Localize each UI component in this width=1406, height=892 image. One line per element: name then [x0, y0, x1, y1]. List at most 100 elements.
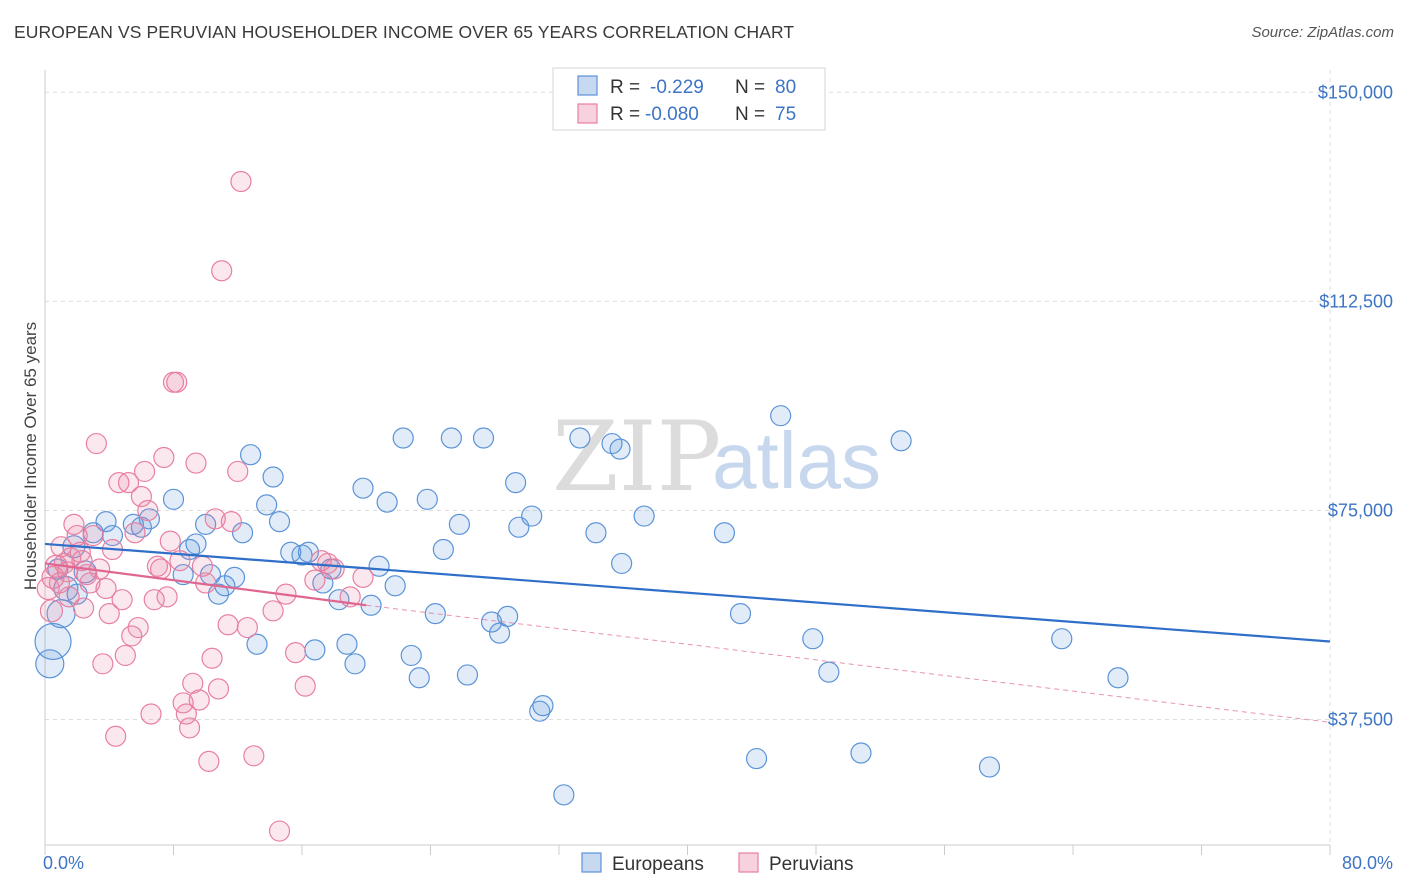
axes	[44, 70, 1331, 855]
europeans-point-9	[122, 513, 144, 536]
peruvians-point-30	[130, 485, 152, 508]
peruvians-point-31	[133, 460, 156, 483]
y-axis-label: Householder Income Over 65 years	[21, 322, 40, 590]
peruvians-point-38	[156, 586, 178, 608]
y-tick-label-3: $150,000	[1318, 82, 1393, 102]
legend-r-value-europeans: -0.229	[650, 77, 704, 98]
peruvians-point-16	[85, 432, 108, 455]
peruvians-point-41	[166, 371, 188, 393]
europeans-point-61	[585, 522, 607, 544]
peruvians-point-36	[150, 558, 172, 580]
bottom-legend-swatch-europeans	[581, 852, 602, 873]
peruvians-point-67	[304, 569, 326, 591]
europeans-point-50	[472, 427, 495, 449]
peruvians-point-56	[217, 614, 239, 636]
peruvians-point-15	[82, 524, 104, 547]
peruvians-point-44	[175, 703, 197, 725]
peruvians-point-22	[105, 725, 127, 747]
europeans-point-39	[376, 491, 398, 513]
europeans-point-68	[745, 747, 768, 770]
legend-n-value-peruvians: 75	[775, 104, 796, 125]
correlation-legend: R = -0.229 N = 80 R = -0.080 N = 75	[552, 67, 826, 131]
europeans-point-38	[368, 555, 390, 577]
peruvians-point-29	[127, 616, 149, 639]
peruvians-point-51	[198, 750, 220, 772]
europeans-point-53	[497, 605, 519, 628]
peruvians-point-32	[137, 499, 159, 522]
watermark-zip: ZIP	[552, 401, 721, 513]
peruvians-point-60	[236, 616, 258, 639]
trend-lines	[44, 542, 1331, 723]
europeans-point-58	[532, 695, 554, 717]
x-tick-label-0: 0.0%	[43, 853, 84, 873]
europeans-point-13	[172, 563, 194, 586]
peruvians-point-72	[352, 566, 374, 588]
series-legend: Europeans Peruvians	[581, 852, 854, 875]
legend-n-value-europeans: 80	[775, 77, 796, 98]
peruvians-point-28	[124, 522, 146, 544]
europeans-point-36	[352, 477, 374, 499]
europeans-point-24	[256, 494, 278, 516]
europeans-point-57	[529, 700, 551, 722]
peruvians-point-53	[204, 508, 226, 530]
legend-r-label-peruvians: R =	[610, 104, 640, 125]
peruvians-trend-extension	[366, 604, 1331, 723]
peruvians-point-61	[243, 745, 265, 767]
x-tick-labels: 0.0% 80.0%	[43, 853, 1393, 873]
peruvians-point-52	[201, 647, 223, 669]
peruvians-point-6	[53, 552, 75, 575]
peruvians-point-66	[294, 675, 316, 697]
europeans-point-10	[138, 508, 161, 530]
peruvians-points	[36, 170, 374, 842]
europeans-point-35	[344, 653, 366, 675]
peruvians-point-63	[268, 820, 291, 842]
peruvians-point-62	[262, 600, 284, 622]
peruvians-point-39	[159, 530, 181, 552]
watermark-atlas: atlas	[712, 416, 881, 505]
peruvians-point-25	[114, 644, 136, 667]
peruvians-point-54	[207, 678, 230, 700]
europeans-point-75	[1051, 628, 1073, 650]
y-tick-label-2: $112,500	[1319, 291, 1393, 311]
peruvians-point-65	[284, 642, 307, 664]
europeans-point-60	[569, 427, 591, 449]
peruvians-point-35	[146, 555, 169, 577]
europeans-point-11	[130, 516, 152, 538]
europeans-point-65	[633, 505, 655, 527]
peruvians-point-73	[58, 586, 80, 608]
peruvians-point-48	[188, 689, 210, 711]
europeans-point-66	[713, 522, 736, 544]
europeans-point-34	[336, 633, 358, 655]
europeans-point-41	[392, 427, 414, 449]
peruvians-point-34	[143, 589, 165, 611]
peruvians-trend-line	[44, 562, 367, 607]
europeans-point-25	[262, 466, 284, 488]
europeans-point-69	[770, 405, 792, 427]
legend-swatch-peruvians	[577, 103, 598, 124]
peruvians-point-12	[72, 597, 95, 619]
peruvians-point-33	[140, 703, 162, 725]
europeans-point-48	[448, 513, 471, 536]
europeans-trend-line	[44, 542, 1331, 643]
europeans-point-16	[195, 513, 217, 536]
europeans-point-45	[424, 603, 446, 625]
peruvians-point-1	[39, 599, 64, 623]
y-tick-label-1: $75,000	[1328, 500, 1393, 520]
peruvians-point-18	[92, 653, 114, 675]
europeans-point-46	[432, 538, 454, 561]
europeans-point-20	[223, 566, 246, 588]
y-tick-label-0: $37,500	[1328, 710, 1393, 730]
europeans-point-49	[456, 664, 479, 686]
peruvians-point-0	[36, 576, 60, 601]
bottom-legend-swatch-peruvians	[738, 852, 759, 873]
legend-r-value-peruvians: -0.080	[645, 104, 699, 125]
europeans-point-42	[400, 644, 422, 667]
bottom-legend-europeans: Europeans	[612, 854, 704, 875]
chart-source: Source: ZipAtlas.com	[1251, 24, 1394, 41]
bottom-legend-peruvians: Peruvians	[769, 854, 854, 875]
europeans-point-71	[818, 661, 840, 683]
europeans-point-15	[185, 533, 207, 555]
europeans-point-1	[34, 622, 72, 661]
legend-n-label-europeans: N =	[735, 77, 765, 98]
peruvians-point-57	[220, 511, 242, 533]
